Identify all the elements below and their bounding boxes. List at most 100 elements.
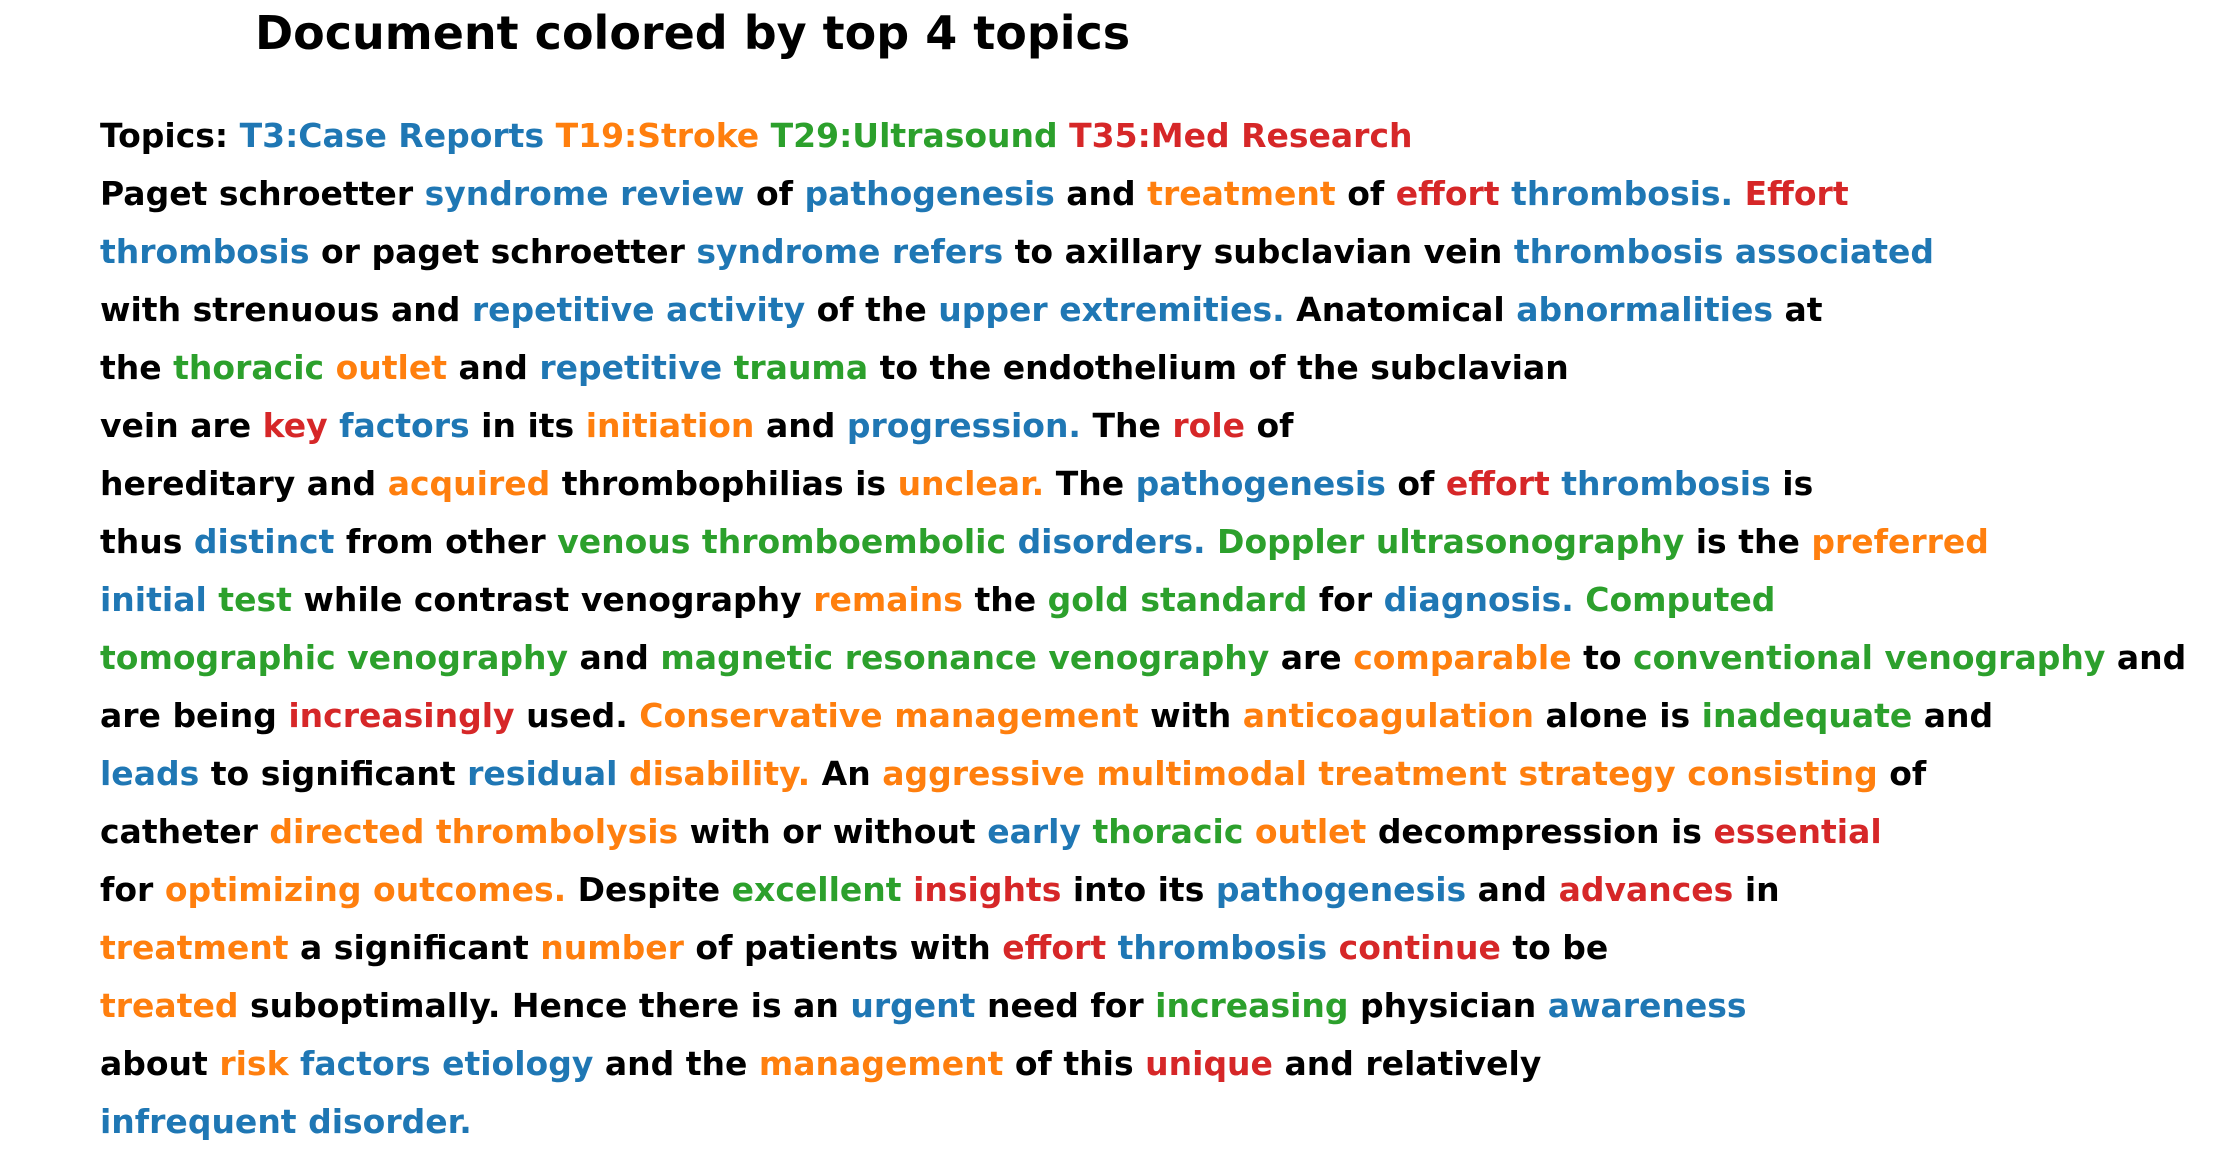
- word: schroetter: [218, 174, 414, 213]
- word: the: [974, 580, 1037, 619]
- topic-word-t19: anticoagulation: [1242, 696, 1535, 735]
- topic-word-t29: resonance: [844, 638, 1037, 677]
- topic-word-t3: disorder.: [308, 1102, 472, 1141]
- topic-word-t19: aggressive: [882, 754, 1085, 793]
- word: other: [445, 522, 546, 561]
- word: Anatomical: [1296, 290, 1505, 329]
- word: to: [1583, 638, 1622, 677]
- topic-word-t29: trauma: [733, 348, 869, 387]
- topic-word-t19: management: [758, 1044, 1004, 1083]
- topic-word-t3: thrombosis: [1561, 464, 1771, 503]
- word: catheter: [100, 812, 258, 851]
- topic-word-t19: outlet: [335, 348, 447, 387]
- word: into: [1072, 870, 1147, 909]
- word: and: [2116, 638, 2187, 677]
- word: and: [579, 638, 649, 677]
- word: used.: [526, 696, 628, 735]
- topic-word-t19: outlet: [1254, 812, 1367, 851]
- topic-word-t29: venography: [1048, 638, 1270, 677]
- topic-word-t19: treatment: [100, 928, 289, 967]
- topic-word-t29: venography: [1884, 638, 2106, 677]
- topic-word-t19: management: [894, 696, 1139, 735]
- word: and: [458, 348, 528, 387]
- document-line: Paget schroetter syndrome review of path…: [100, 174, 1849, 214]
- word: and: [765, 406, 836, 445]
- topic-word-t3: factors: [300, 1044, 431, 1083]
- topic-word-t3: disorders.: [1017, 522, 1206, 561]
- word: significant: [333, 928, 529, 967]
- word: without: [832, 812, 976, 851]
- topic-word-t29: standard: [1140, 580, 1308, 619]
- topic-word-t29: inadequate: [1701, 696, 1913, 735]
- word: paget: [371, 232, 480, 271]
- word: is: [1659, 696, 1691, 735]
- word: hereditary: [100, 464, 296, 503]
- word: of: [816, 290, 854, 329]
- topic-word-t35: continue: [1338, 928, 1501, 967]
- topic-word-t3: urgent: [850, 986, 976, 1025]
- word: in: [481, 406, 516, 445]
- document-line: thrombosis or paget schroetter syndrome …: [100, 232, 1934, 272]
- topic-word-t3: thrombosis: [1513, 232, 1724, 271]
- topic-word-t35: effort: [1395, 174, 1500, 213]
- document-line: hereditary and acquired thrombophilias i…: [100, 464, 1813, 504]
- topic-word-t3: residual: [467, 754, 618, 793]
- word: its: [1157, 870, 1205, 909]
- word: patients: [743, 928, 899, 967]
- topic-word-t35: essential: [1713, 812, 1882, 851]
- document-line: treatment a significant number of patien…: [100, 928, 1608, 968]
- topic-word-t35: Effort: [1744, 174, 1849, 213]
- topic-word-t3: activity: [666, 290, 806, 329]
- topic-word-t3: thrombosis: [100, 232, 310, 271]
- topic-word-t3: diagnosis.: [1383, 580, 1574, 619]
- document-line: initial test while contrast venography r…: [100, 580, 1775, 620]
- topic-word-t3: factors: [339, 406, 470, 445]
- word: being: [172, 696, 277, 735]
- topic-word-t3: upper: [938, 290, 1048, 329]
- word: for: [1318, 580, 1373, 619]
- document-line: vein are key factors in its initiation a…: [100, 406, 1294, 446]
- word: in: [1744, 870, 1780, 909]
- topic-word-t19: directed: [269, 812, 425, 851]
- word: relatively: [1365, 1044, 1542, 1083]
- topic-word-t29: increasing: [1155, 986, 1349, 1025]
- word: an: [793, 986, 839, 1025]
- topic-word-t29: venous: [557, 522, 691, 561]
- word: physician: [1360, 986, 1537, 1025]
- topic-word-t19: outcomes.: [373, 870, 567, 909]
- word: with: [689, 812, 771, 851]
- topic-word-t3: leads: [100, 754, 200, 793]
- topic-word-t19: consisting: [1687, 754, 1878, 793]
- topic-word-t19: comparable: [1353, 638, 1572, 677]
- topic-word-t3: awareness: [1547, 986, 1747, 1025]
- topic-word-t3: pathogenesis: [1215, 870, 1467, 909]
- word: of: [1248, 348, 1286, 387]
- word: Topics:: [100, 116, 229, 155]
- word: The: [1055, 464, 1125, 503]
- topic-word-t3: early: [987, 812, 1081, 851]
- topic-word-t29: T29:Ultrasound: [770, 116, 1058, 155]
- word: of: [1256, 406, 1294, 445]
- topic-word-t19: risk: [219, 1044, 289, 1083]
- document-line: treated suboptimally. Hence there is an …: [100, 986, 1747, 1026]
- word: from: [345, 522, 434, 561]
- word: of: [695, 928, 733, 967]
- topic-word-t29: thoracic: [1092, 812, 1244, 851]
- word: of: [1397, 464, 1435, 503]
- word: significant: [260, 754, 456, 793]
- word: of: [1014, 1044, 1052, 1083]
- topic-word-t19: disability.: [628, 754, 811, 793]
- word: is: [855, 464, 887, 503]
- word: the: [685, 1044, 748, 1083]
- word: Hence: [511, 986, 628, 1025]
- topic-word-t35: effort: [1445, 464, 1550, 503]
- topic-word-t35: T35:Med Research: [1069, 116, 1413, 155]
- word: thus: [100, 522, 183, 561]
- word: vein: [1423, 232, 1503, 271]
- word: at: [1784, 290, 1823, 329]
- topic-word-t29: Doppler: [1217, 522, 1365, 561]
- word: this: [1063, 1044, 1134, 1083]
- topic-word-t19: treatment: [1147, 174, 1336, 213]
- word: with: [100, 290, 182, 329]
- topic-word-t3: initial: [100, 580, 207, 619]
